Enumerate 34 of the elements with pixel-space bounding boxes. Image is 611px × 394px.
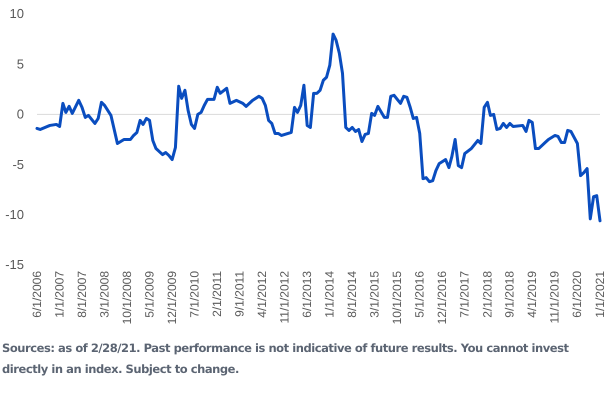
x-tick-label: 3/1/2008 bbox=[97, 270, 112, 318]
x-tick-label: 1/1/2021 bbox=[592, 270, 607, 318]
y-tick-label: -5 bbox=[12, 156, 24, 172]
x-tick-label: 8/1/2014 bbox=[345, 270, 360, 318]
x-tick-label: 11/1/2019 bbox=[548, 270, 562, 324]
line-series bbox=[36, 32, 602, 222]
x-tick-label: 6/1/2006 bbox=[30, 270, 44, 318]
x-tick-label: 5/1/2016 bbox=[412, 270, 427, 318]
x-tick-label: 9/1/2011 bbox=[232, 270, 247, 317]
source-note: Sources: as of 2/28/21. Past performance is not indicative of future results. You cannot invest directly in an index. Subject to change. bbox=[2, 340, 570, 378]
x-tick-label: 1/1/2007 bbox=[52, 270, 66, 318]
x-tick-label: 3/1/2015 bbox=[367, 270, 382, 318]
x-tick-label: 1/1/2014 bbox=[322, 270, 337, 318]
y-tick-label: 0 bbox=[16, 106, 24, 122]
x-tick-label: 12/1/2016 bbox=[435, 270, 450, 324]
x-tick-label: 6/1/2020 bbox=[570, 270, 584, 318]
x-tick-label: 7/1/2010 bbox=[187, 270, 202, 318]
x-tick-label: 5/1/2009 bbox=[142, 270, 156, 318]
x-tick-label: 7/1/2017 bbox=[458, 270, 472, 318]
x-tick-label: 4/1/2019 bbox=[525, 270, 540, 318]
x-tick-label: 2/1/2011 bbox=[210, 270, 224, 317]
x-tick-label: 10/1/2015 bbox=[390, 270, 404, 324]
x-tick-label: 11/1/2012 bbox=[278, 270, 292, 324]
y-tick-label: 10 bbox=[10, 6, 24, 22]
x-tick-label: 4/1/2012 bbox=[255, 270, 270, 318]
x-tick-label: 8/1/2007 bbox=[74, 270, 89, 318]
x-tick-label: 2/1/2018 bbox=[480, 270, 494, 318]
x-tick-label: 6/1/2013 bbox=[300, 270, 314, 318]
x-tick-label: 9/1/2018 bbox=[502, 270, 517, 318]
x-tick-label: 12/1/2009 bbox=[164, 270, 179, 324]
y-tick-label: -10 bbox=[5, 206, 24, 222]
y-tick-label: 5 bbox=[16, 56, 24, 72]
y-tick-label: -15 bbox=[5, 257, 24, 272]
x-tick-label: 10/1/2008 bbox=[120, 270, 134, 324]
